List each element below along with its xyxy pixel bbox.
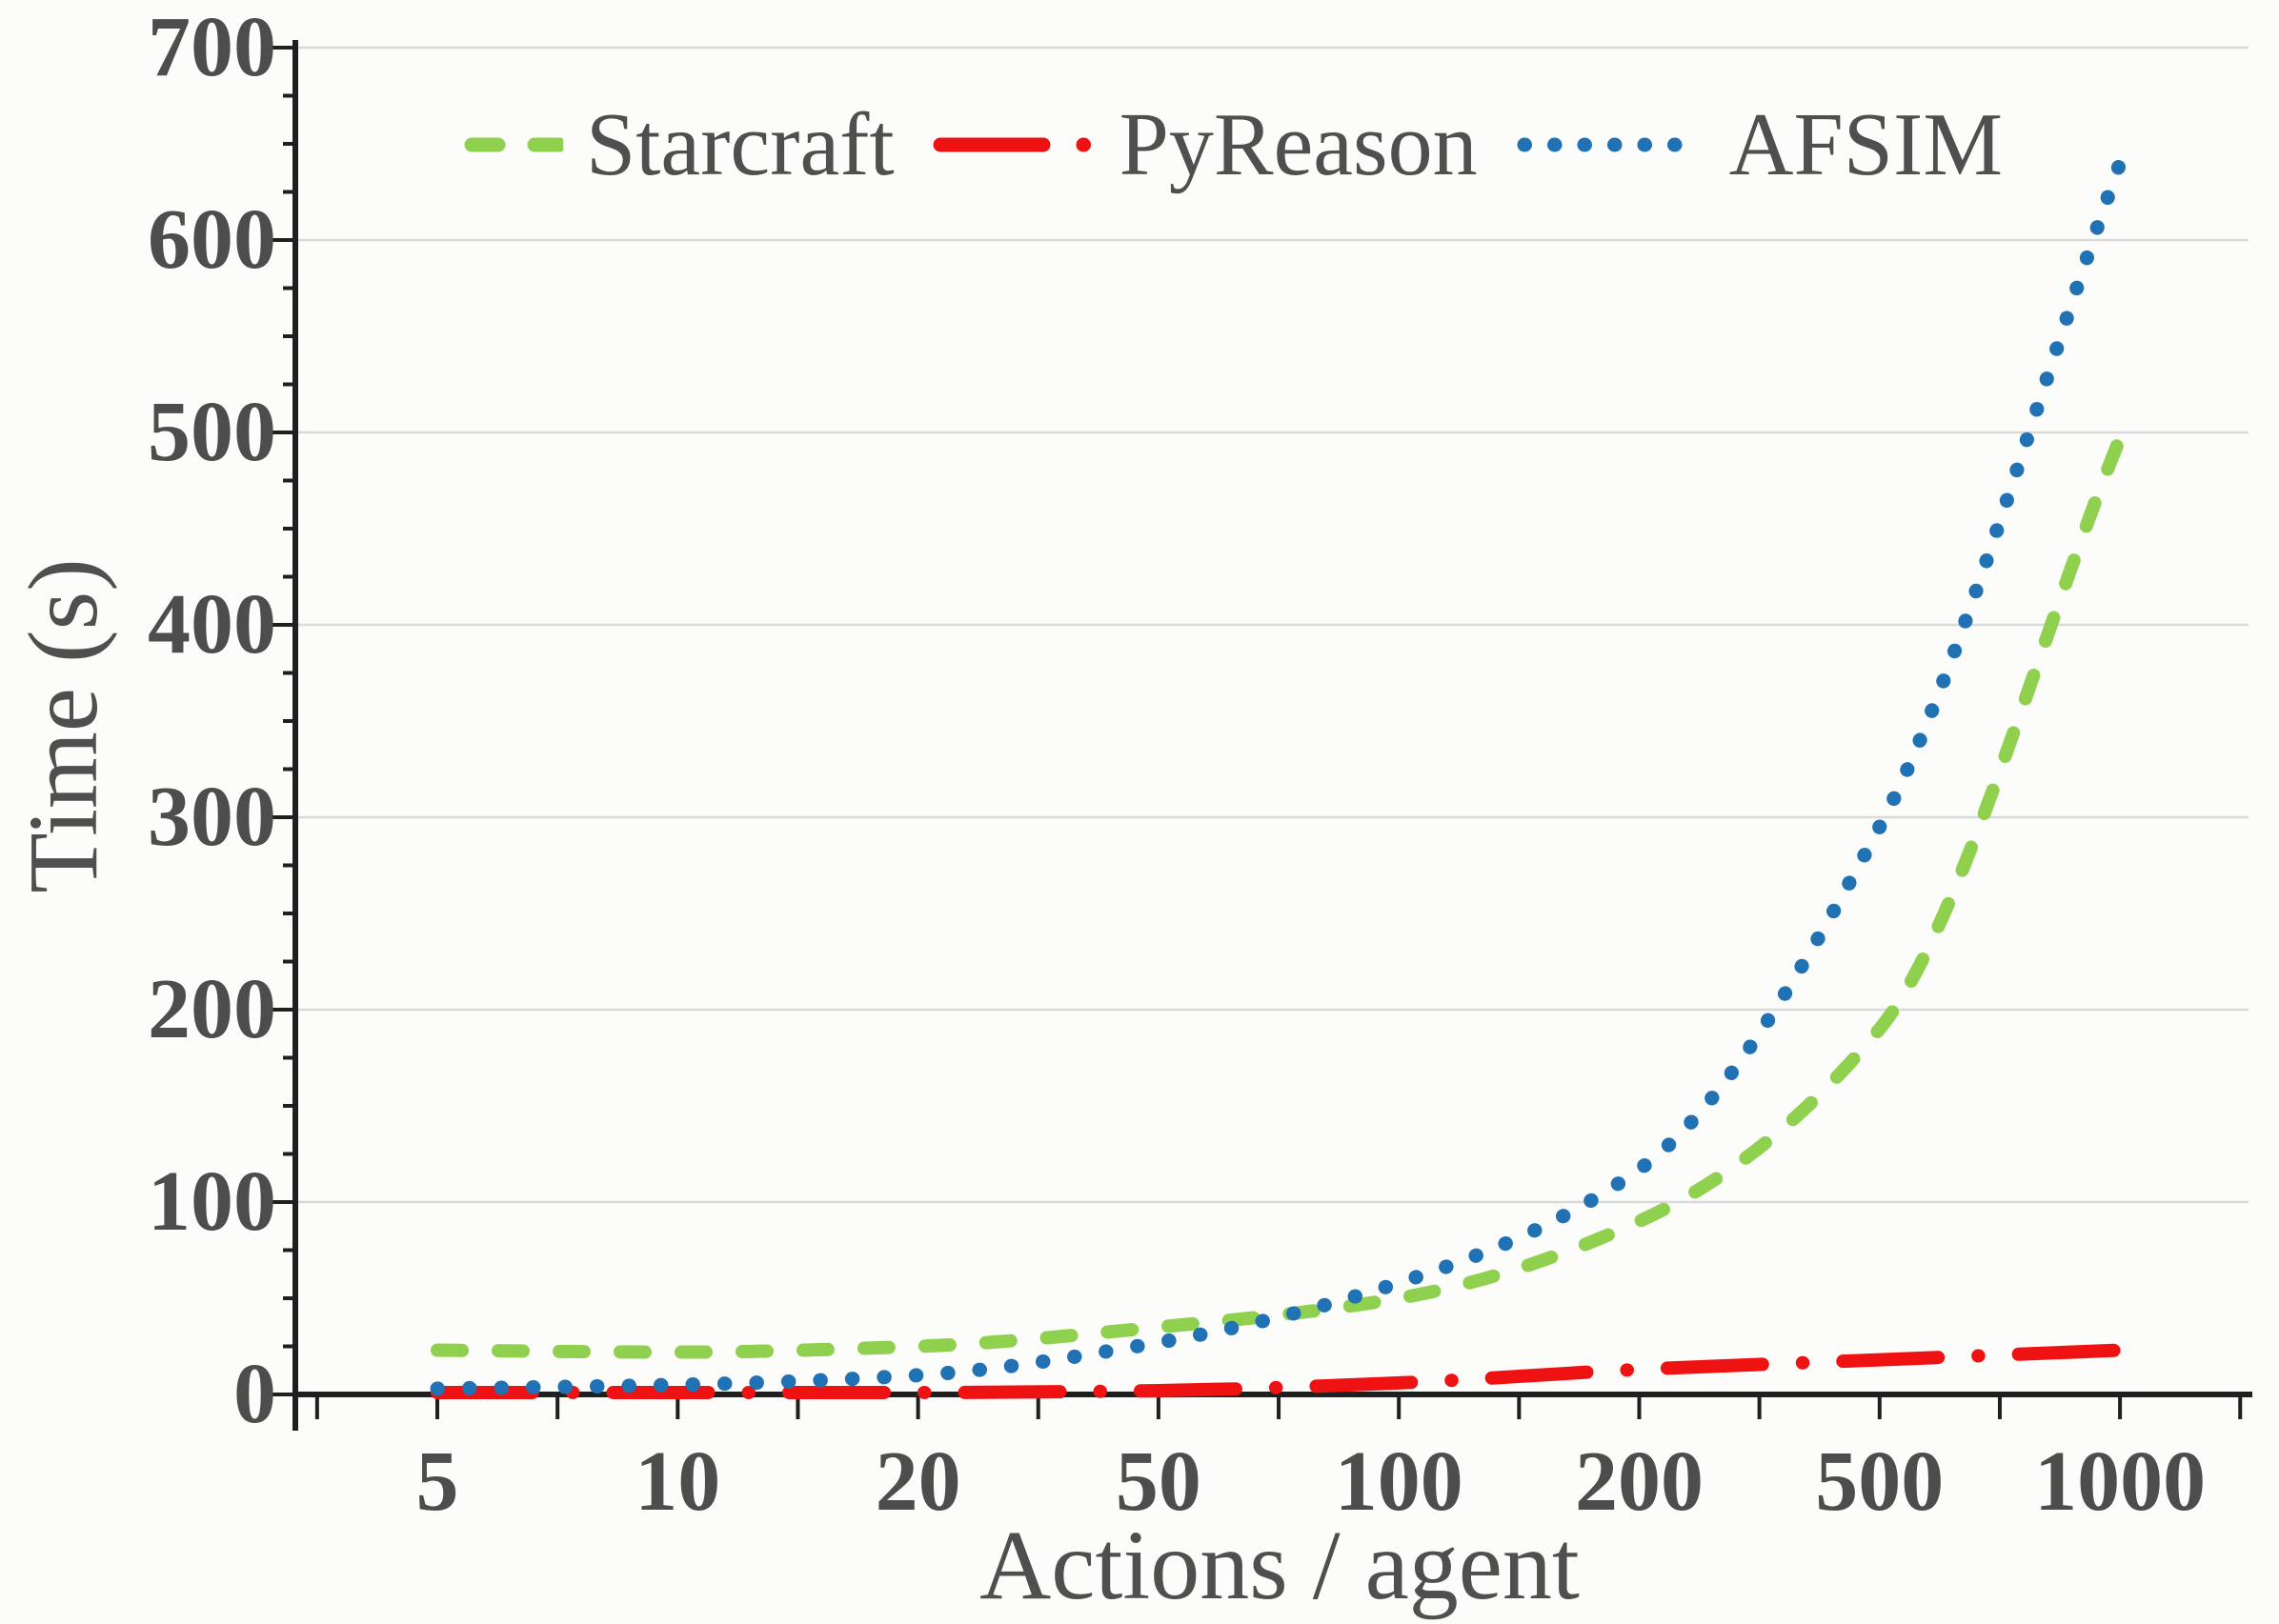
legend-item-starcraft: Starcraft bbox=[464, 92, 895, 197]
x-tick-label: 100 bbox=[1334, 1434, 1463, 1529]
x-tick-label: 200 bbox=[1575, 1434, 1704, 1529]
y-tick-label: 600 bbox=[148, 192, 276, 287]
legend-label-pyreason: PyReason bbox=[1119, 95, 1478, 194]
legend: Starcraft PyReason AFSIM bbox=[464, 88, 2003, 202]
x-axis-title: Actions / agent bbox=[979, 1511, 1580, 1620]
legend-item-afsim: AFSIM bbox=[1516, 92, 2003, 197]
series-path-starcraft bbox=[431, 431, 2128, 1359]
starcraft-dashed-line-icon bbox=[464, 137, 563, 152]
x-tick-label: 20 bbox=[875, 1434, 961, 1529]
y-tick-label: 500 bbox=[148, 385, 276, 479]
x-tick-label: 500 bbox=[1815, 1434, 1945, 1529]
y-tick-label: 300 bbox=[148, 770, 276, 864]
y-axis-title: Time (s) bbox=[9, 558, 118, 893]
afsim-dotted-line-icon bbox=[1517, 137, 1706, 152]
x-tick-label: 5 bbox=[415, 1434, 459, 1529]
legend-item-pyreason: PyReason bbox=[933, 92, 1478, 197]
x-tick-label: 10 bbox=[635, 1434, 721, 1529]
y-tick-label: 700 bbox=[148, 0, 276, 94]
legend-label-afsim: AFSIM bbox=[1728, 95, 2003, 194]
y-tick-label: 100 bbox=[148, 1154, 276, 1249]
y-tick-label: 400 bbox=[148, 577, 276, 672]
series-path-pyreason bbox=[431, 1343, 2128, 1399]
y-tick-label: 0 bbox=[233, 1347, 276, 1441]
pyreason-dashdot-line-icon bbox=[933, 137, 1097, 152]
series-path-afsim bbox=[430, 155, 2128, 1396]
x-tick-label: 50 bbox=[1115, 1434, 1201, 1529]
legend-label-starcraft: Starcraft bbox=[586, 95, 895, 194]
y-tick-label: 200 bbox=[148, 962, 276, 1056]
x-tick-label: 1000 bbox=[2034, 1434, 2207, 1529]
